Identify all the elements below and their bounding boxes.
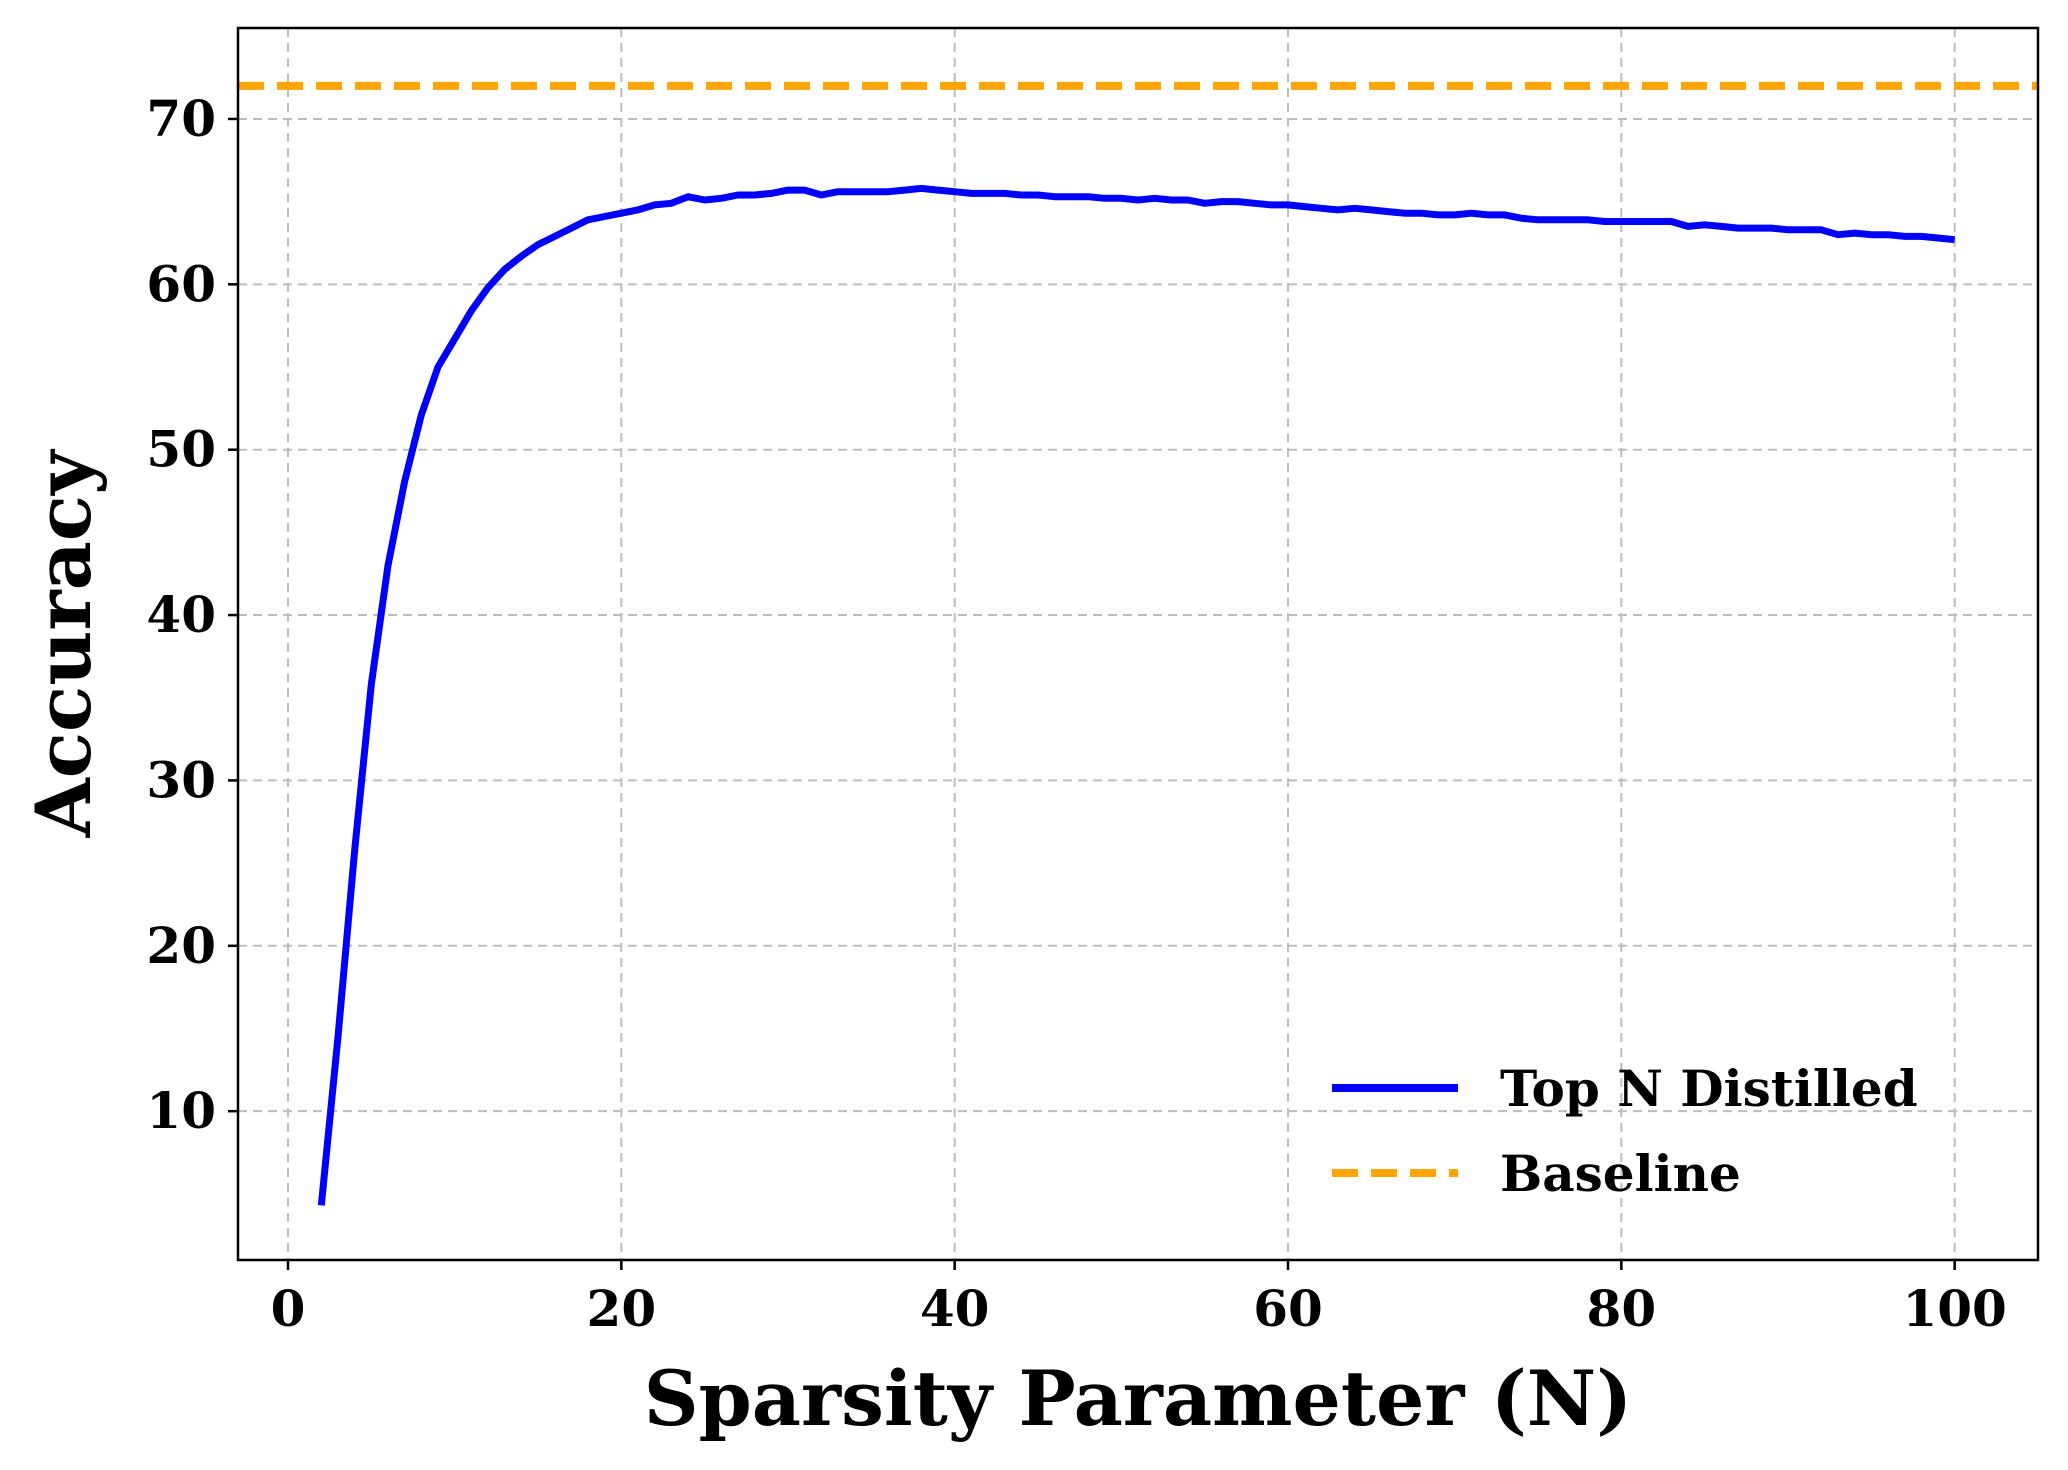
y-axis-title: Accuracy — [19, 449, 108, 838]
legend-label-top-n-distilled: Top N Distilled — [1500, 1059, 1918, 1118]
y-tick-label: 30 — [146, 750, 216, 809]
y-tick-label: 50 — [146, 420, 216, 479]
x-axis-title: Sparsity Parameter (N) — [644, 1354, 1632, 1443]
x-tick-label: 80 — [1587, 1279, 1657, 1338]
y-axis-ticks: 10 20 30 40 50 60 70 — [146, 89, 238, 1140]
x-tick-label: 20 — [587, 1279, 657, 1338]
plot-frame — [236, 26, 2040, 1262]
x-tick-label: 40 — [920, 1279, 990, 1338]
y-tick-label: 10 — [146, 1081, 216, 1140]
series-line-top-n-distilled — [317, 184, 1956, 1206]
legend-label-baseline: Baseline — [1500, 1144, 1741, 1203]
x-tick-label: 0 — [271, 1279, 306, 1338]
legend: Top N Distilled Baseline — [1332, 1059, 1918, 1203]
x-tick-label: 100 — [1902, 1279, 2006, 1338]
y-tick-label: 60 — [146, 254, 216, 313]
x-axis-ticks: 0 20 40 60 80 100 — [271, 1260, 2007, 1338]
grid-layer — [238, 28, 2038, 1260]
series-layer — [238, 81, 2038, 1206]
y-tick-label: 20 — [146, 916, 216, 975]
y-tick-label: 40 — [146, 585, 216, 644]
x-tick-label: 60 — [1253, 1279, 1323, 1338]
y-tick-label: 70 — [146, 89, 216, 148]
